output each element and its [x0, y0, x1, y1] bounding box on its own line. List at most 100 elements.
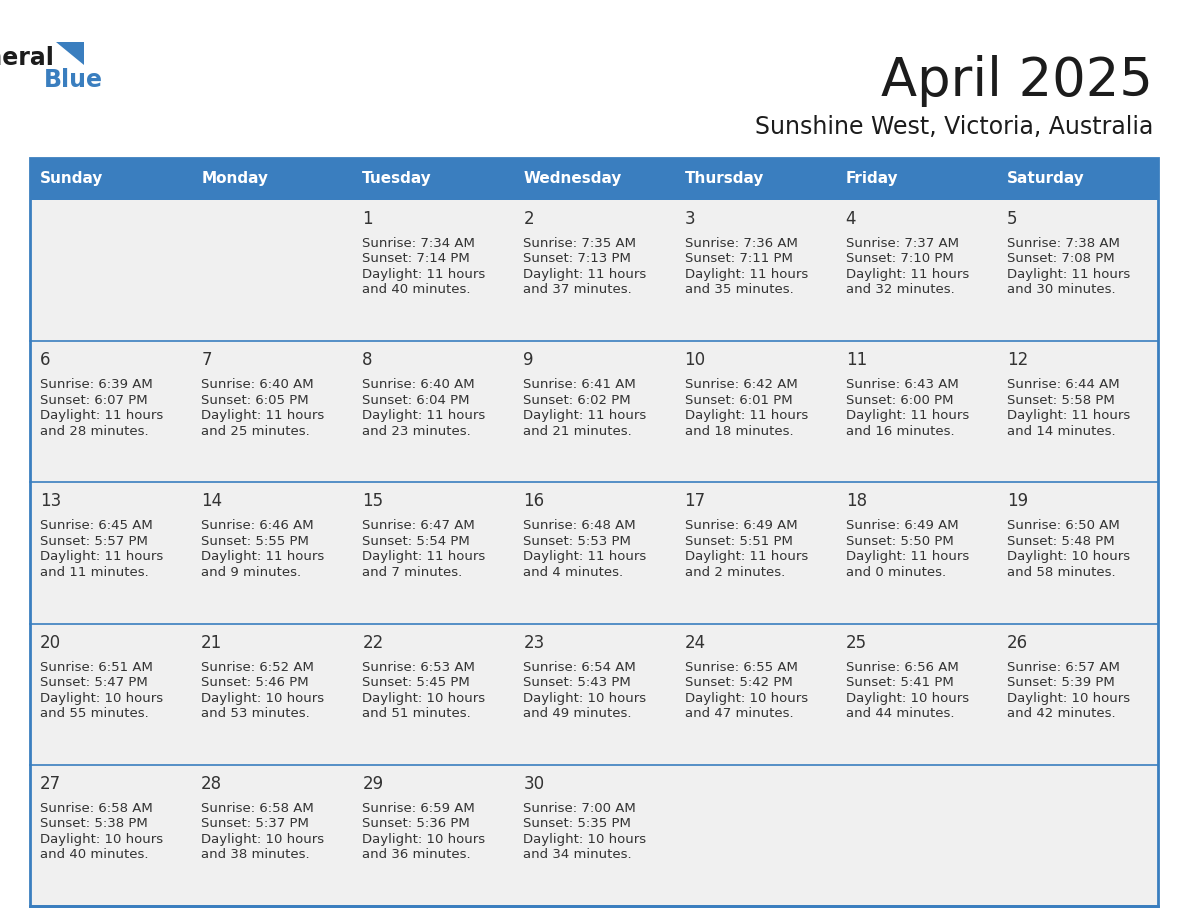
Text: Sunset: 5:47 PM: Sunset: 5:47 PM	[40, 676, 147, 689]
Text: Sunset: 5:46 PM: Sunset: 5:46 PM	[201, 676, 309, 689]
Text: Daylight: 10 hours: Daylight: 10 hours	[362, 691, 486, 705]
Text: Sunrise: 6:58 AM: Sunrise: 6:58 AM	[201, 801, 314, 815]
Text: Sunset: 5:42 PM: Sunset: 5:42 PM	[684, 676, 792, 689]
Bar	[353, 158, 513, 200]
Text: Daylight: 10 hours: Daylight: 10 hours	[362, 833, 486, 845]
Bar	[30, 482, 191, 623]
Bar	[30, 158, 191, 200]
Text: Daylight: 11 hours: Daylight: 11 hours	[362, 551, 486, 564]
Bar	[835, 623, 997, 765]
Text: Sunset: 7:13 PM: Sunset: 7:13 PM	[524, 252, 631, 265]
Text: and 32 minutes.: and 32 minutes.	[846, 284, 954, 297]
Text: Sunset: 5:43 PM: Sunset: 5:43 PM	[524, 676, 631, 689]
Bar	[30, 623, 191, 765]
Text: Sunrise: 7:00 AM: Sunrise: 7:00 AM	[524, 801, 637, 815]
Text: and 42 minutes.: and 42 minutes.	[1007, 707, 1116, 720]
Text: Daylight: 11 hours: Daylight: 11 hours	[40, 551, 163, 564]
Bar	[835, 765, 997, 906]
Text: Sunset: 5:54 PM: Sunset: 5:54 PM	[362, 535, 470, 548]
Text: and 23 minutes.: and 23 minutes.	[362, 425, 470, 438]
Text: Sunrise: 6:59 AM: Sunrise: 6:59 AM	[362, 801, 475, 815]
Text: Sunday: Sunday	[40, 172, 103, 186]
Text: Daylight: 11 hours: Daylight: 11 hours	[524, 551, 646, 564]
Text: Sunset: 5:58 PM: Sunset: 5:58 PM	[1007, 394, 1114, 407]
Text: 13: 13	[40, 492, 62, 510]
Bar	[191, 765, 353, 906]
Text: 15: 15	[362, 492, 384, 510]
Text: Sunset: 6:01 PM: Sunset: 6:01 PM	[684, 394, 792, 407]
Text: Sunset: 6:05 PM: Sunset: 6:05 PM	[201, 394, 309, 407]
Text: and 37 minutes.: and 37 minutes.	[524, 284, 632, 297]
Text: Sunset: 5:48 PM: Sunset: 5:48 PM	[1007, 535, 1114, 548]
Polygon shape	[56, 42, 84, 65]
Text: and 55 minutes.: and 55 minutes.	[40, 707, 148, 720]
Text: 5: 5	[1007, 210, 1017, 228]
Text: 29: 29	[362, 775, 384, 793]
Text: Tuesday: Tuesday	[362, 172, 432, 186]
Text: and 53 minutes.: and 53 minutes.	[201, 707, 310, 720]
Text: Sunrise: 7:34 AM: Sunrise: 7:34 AM	[362, 237, 475, 250]
Text: Sunset: 5:39 PM: Sunset: 5:39 PM	[1007, 676, 1114, 689]
Text: Sunrise: 6:47 AM: Sunrise: 6:47 AM	[362, 520, 475, 532]
Bar	[30, 158, 1158, 906]
Text: 21: 21	[201, 633, 222, 652]
Text: Sunrise: 6:40 AM: Sunrise: 6:40 AM	[362, 378, 475, 391]
Text: Sunrise: 6:51 AM: Sunrise: 6:51 AM	[40, 661, 153, 674]
Text: Sunrise: 6:52 AM: Sunrise: 6:52 AM	[201, 661, 314, 674]
Bar	[675, 341, 835, 482]
Bar	[675, 482, 835, 623]
Text: and 40 minutes.: and 40 minutes.	[40, 848, 148, 861]
Text: Sunrise: 6:55 AM: Sunrise: 6:55 AM	[684, 661, 797, 674]
Text: Sunset: 5:41 PM: Sunset: 5:41 PM	[846, 676, 954, 689]
Text: Daylight: 11 hours: Daylight: 11 hours	[362, 268, 486, 281]
Text: Sunrise: 6:42 AM: Sunrise: 6:42 AM	[684, 378, 797, 391]
Text: Daylight: 11 hours: Daylight: 11 hours	[362, 409, 486, 422]
Bar	[997, 200, 1158, 341]
Bar	[675, 200, 835, 341]
Text: Sunrise: 7:37 AM: Sunrise: 7:37 AM	[846, 237, 959, 250]
Bar	[353, 200, 513, 341]
Text: and 34 minutes.: and 34 minutes.	[524, 848, 632, 861]
Text: and 16 minutes.: and 16 minutes.	[846, 425, 954, 438]
Text: Daylight: 10 hours: Daylight: 10 hours	[846, 691, 969, 705]
Text: 18: 18	[846, 492, 867, 510]
Text: Daylight: 10 hours: Daylight: 10 hours	[1007, 551, 1130, 564]
Text: Saturday: Saturday	[1007, 172, 1085, 186]
Text: and 28 minutes.: and 28 minutes.	[40, 425, 148, 438]
Text: and 40 minutes.: and 40 minutes.	[362, 284, 470, 297]
Text: 28: 28	[201, 775, 222, 793]
Text: Daylight: 11 hours: Daylight: 11 hours	[846, 551, 969, 564]
Text: Sunset: 6:04 PM: Sunset: 6:04 PM	[362, 394, 469, 407]
Text: 23: 23	[524, 633, 544, 652]
Text: and 0 minutes.: and 0 minutes.	[846, 565, 946, 579]
Bar	[997, 341, 1158, 482]
Bar	[997, 158, 1158, 200]
Text: 25: 25	[846, 633, 867, 652]
Text: Daylight: 11 hours: Daylight: 11 hours	[201, 551, 324, 564]
Text: 14: 14	[201, 492, 222, 510]
Text: Daylight: 11 hours: Daylight: 11 hours	[1007, 268, 1130, 281]
Bar	[835, 482, 997, 623]
Text: and 36 minutes.: and 36 minutes.	[362, 848, 470, 861]
Text: Daylight: 11 hours: Daylight: 11 hours	[40, 409, 163, 422]
Text: 12: 12	[1007, 352, 1028, 369]
Text: Sunrise: 7:35 AM: Sunrise: 7:35 AM	[524, 237, 637, 250]
Text: Sunset: 5:57 PM: Sunset: 5:57 PM	[40, 535, 147, 548]
Text: Sunrise: 6:53 AM: Sunrise: 6:53 AM	[362, 661, 475, 674]
Bar	[835, 341, 997, 482]
Bar	[353, 765, 513, 906]
Text: Sunrise: 6:57 AM: Sunrise: 6:57 AM	[1007, 661, 1120, 674]
Text: Sunset: 6:02 PM: Sunset: 6:02 PM	[524, 394, 631, 407]
Text: Daylight: 10 hours: Daylight: 10 hours	[40, 691, 163, 705]
Text: and 7 minutes.: and 7 minutes.	[362, 565, 462, 579]
Text: Sunset: 7:10 PM: Sunset: 7:10 PM	[846, 252, 954, 265]
Text: April 2025: April 2025	[881, 55, 1154, 107]
Bar	[513, 765, 675, 906]
Bar	[191, 341, 353, 482]
Text: and 11 minutes.: and 11 minutes.	[40, 565, 148, 579]
Text: 7: 7	[201, 352, 211, 369]
Bar	[353, 341, 513, 482]
Text: Sunrise: 6:50 AM: Sunrise: 6:50 AM	[1007, 520, 1119, 532]
Text: Sunset: 5:45 PM: Sunset: 5:45 PM	[362, 676, 470, 689]
Text: 19: 19	[1007, 492, 1028, 510]
